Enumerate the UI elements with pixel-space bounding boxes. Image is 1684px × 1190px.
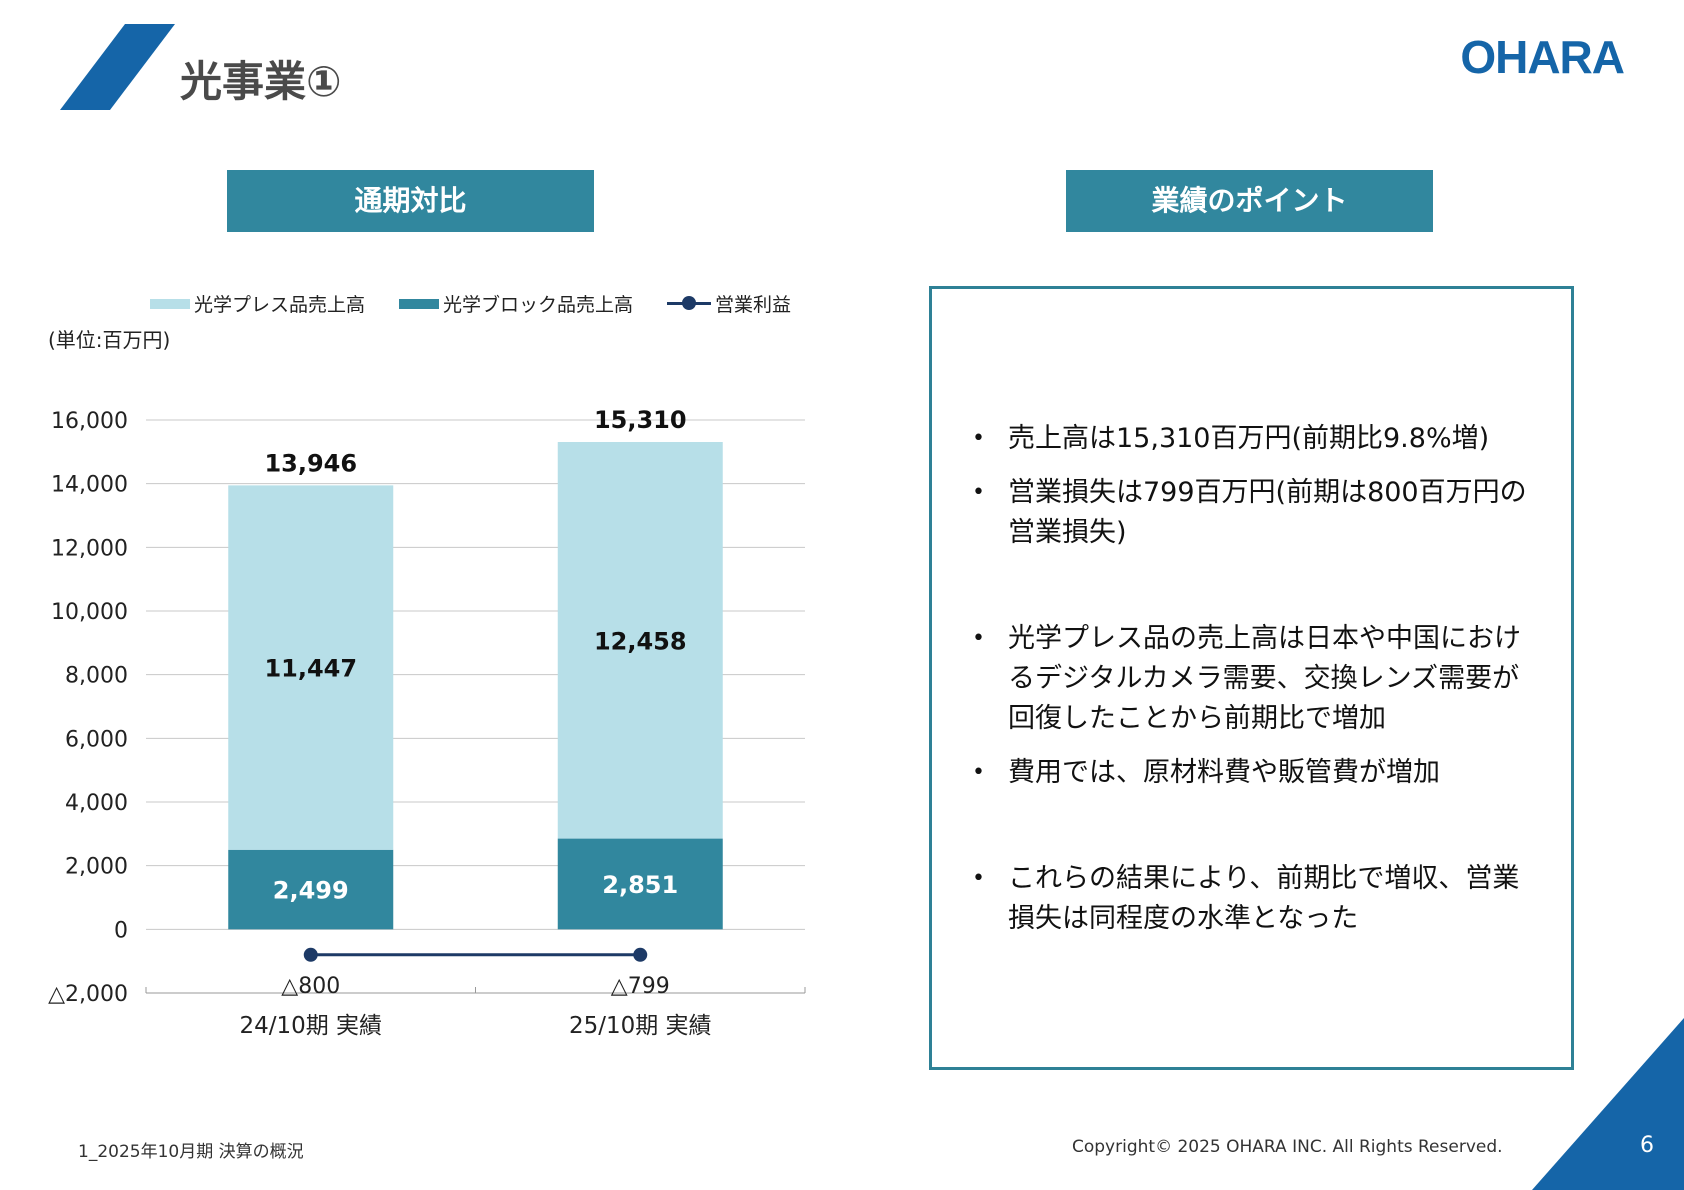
footer-section-label: 1_2025年10月期 決算の概況 — [78, 1142, 304, 1162]
legend-label-profit: 営業利益 — [715, 294, 792, 316]
y-tick-label: 16,000 — [51, 409, 128, 434]
section-header-comparison: 通期対比 — [227, 170, 594, 232]
y-tick-label: 0 — [114, 918, 128, 943]
profit-label: △800 — [281, 974, 340, 999]
legend-item-profit: 営業利益 — [667, 290, 791, 317]
section-header-points: 業績のポイント — [1066, 170, 1433, 232]
chart-legend: 光学プレス品売上高 光学ブロック品売上高 営業利益 — [150, 290, 825, 317]
page-title: 光事業① — [180, 57, 342, 106]
y-tick-label: 10,000 — [51, 600, 128, 625]
points-list: 売上高は15,310百万円(前期比9.8%増) 営業損失は799百万円(前期は8… — [972, 419, 1532, 939]
bar-block — [557, 838, 723, 930]
profit-point — [303, 947, 318, 962]
bar-block — [228, 849, 394, 930]
point-item: 費用では、原材料費や販管費が増加 — [972, 753, 1532, 793]
bar-press — [228, 485, 394, 850]
sales-chart: 16,000 14,000 12,000 10,000 8,000 6,000 4,000 2… — [48, 406, 806, 1039]
legend-marker-profit — [667, 296, 712, 310]
header-slash-decoration — [60, 24, 175, 110]
profit-label: △799 — [611, 974, 670, 999]
bar-press — [557, 441, 723, 839]
legend-item-block: 光学ブロック品売上高 — [399, 290, 633, 317]
y-tick-label: △2,000 — [48, 982, 128, 1007]
legend-swatch-block — [399, 298, 440, 309]
legend-label-press: 光学プレス品売上高 — [194, 294, 366, 316]
y-tick-label: 2,000 — [65, 855, 128, 880]
x-tick-label: 25/10期 実績 — [569, 1013, 712, 1039]
legend-swatch-press — [150, 298, 190, 309]
point-item: 営業損失は799百万円(前期は800百万円の営業損失) — [972, 473, 1532, 553]
copyright-text: Copyright© 2025 OHARA INC. All Rights Re… — [1072, 1137, 1503, 1157]
point-item: 売上高は15,310百万円(前期比9.8%増) — [972, 419, 1532, 459]
ohara-logo: OHARA — [1460, 31, 1625, 83]
data-label-press: 11,447 — [264, 655, 357, 683]
x-tick-label: 24/10期 実績 — [239, 1013, 382, 1039]
corner-triangle-decoration — [1532, 1018, 1684, 1190]
y-tick-label: 6,000 — [65, 727, 128, 752]
y-tick-label: 8,000 — [65, 664, 128, 689]
data-label-block: 2,499 — [273, 877, 349, 905]
y-tick-label: 12,000 — [51, 536, 128, 561]
data-label-press: 12,458 — [594, 627, 687, 655]
unit-label: (単位:百万円) — [48, 328, 171, 352]
point-item: これらの結果により、前期比で増収、営業損失は同程度の水準となった — [972, 859, 1532, 939]
total-label: 13,946 — [264, 449, 357, 477]
y-tick-label: 14,000 — [51, 473, 128, 498]
legend-item-press: 光学プレス品売上高 — [150, 290, 365, 317]
data-label-block: 2,851 — [602, 871, 678, 899]
legend-label-block: 光学ブロック品売上高 — [443, 294, 634, 316]
profit-point — [633, 947, 648, 962]
point-item: 光学プレス品の売上高は日本や中国におけるデジタルカメラ需要、交換レンズ需要が回復… — [972, 619, 1532, 739]
y-tick-label: 4,000 — [65, 791, 128, 816]
points-box: 売上高は15,310百万円(前期比9.8%増) 営業損失は799百万円(前期は8… — [929, 286, 1574, 1070]
total-label: 15,310 — [594, 406, 687, 434]
page-number: 6 — [1640, 1133, 1654, 1158]
